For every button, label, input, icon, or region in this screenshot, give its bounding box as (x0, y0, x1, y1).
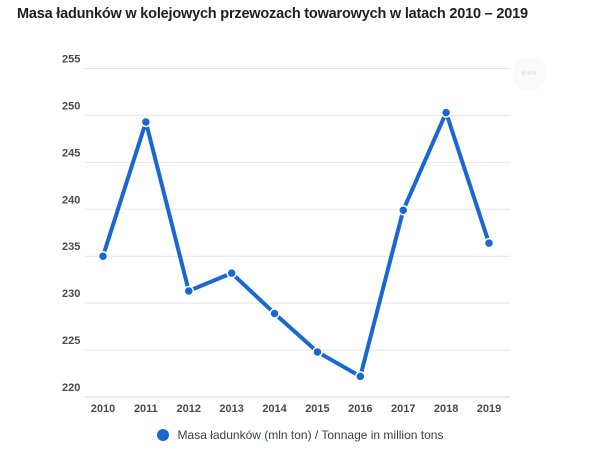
chart-legend: Masa ładunków (mln ton) / Tonnage in mil… (0, 428, 600, 442)
legend-series-label: Masa ładunków (mln ton) / Tonnage in mil… (177, 428, 444, 442)
x-tick-label: 2018 (434, 403, 458, 415)
x-tick-label: 2015 (305, 403, 329, 415)
y-tick-label: 240 (62, 194, 80, 206)
x-tick-label: 2017 (391, 403, 415, 415)
y-tick-label: 225 (62, 335, 80, 347)
data-point[interactable] (355, 371, 366, 382)
y-tick-label: 245 (62, 147, 80, 159)
legend-series-dot-icon (156, 429, 169, 441)
x-tick-label: 2019 (477, 403, 501, 415)
data-point[interactable] (140, 116, 152, 128)
x-tick-label: 2014 (262, 403, 287, 415)
y-tick-label: 255 (62, 54, 80, 66)
data-point[interactable] (397, 204, 409, 216)
data-point[interactable] (183, 285, 195, 297)
x-tick-label: 2011 (134, 403, 158, 415)
y-tick-label: 230 (62, 288, 80, 300)
data-line (101, 110, 491, 379)
data-point[interactable] (440, 107, 452, 118)
chart-title: Masa ładunków w kolejowych przewozach to… (17, 6, 528, 22)
y-tick-label: 250 (62, 100, 80, 112)
data-point[interactable] (483, 237, 495, 249)
x-tick-label: 2010 (91, 403, 115, 415)
data-point[interactable] (97, 250, 109, 262)
y-tick-label: 220 (62, 382, 80, 394)
x-tick-label: 2012 (177, 403, 201, 415)
more-options-button[interactable]: ••• (512, 57, 546, 91)
x-tick-label: 2016 (348, 403, 372, 415)
data-point[interactable] (226, 267, 237, 279)
y-tick-label: 235 (62, 241, 80, 253)
x-tick-label: 2013 (219, 403, 243, 415)
data-point[interactable] (269, 308, 280, 319)
data-point[interactable] (312, 346, 323, 358)
